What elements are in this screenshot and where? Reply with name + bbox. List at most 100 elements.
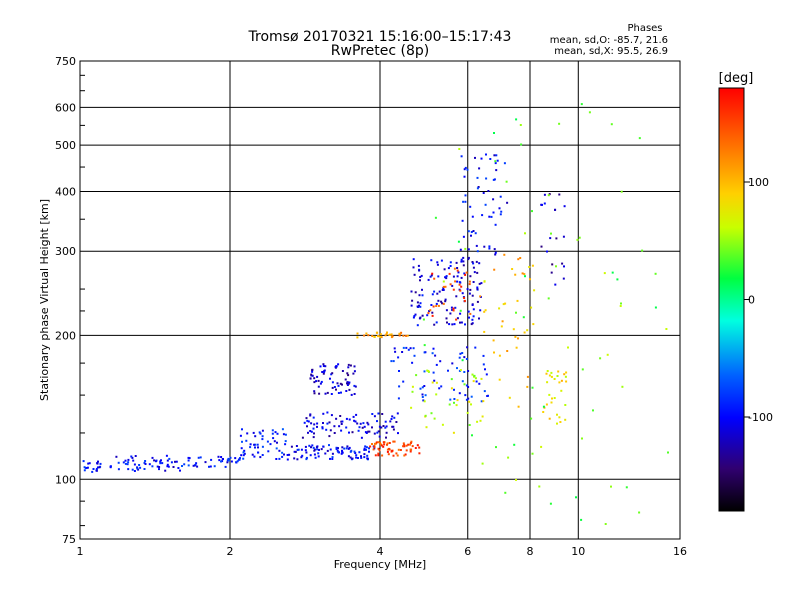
data-point (466, 411, 469, 414)
data-point (328, 421, 331, 424)
data-point (550, 371, 553, 374)
data-point (413, 273, 416, 276)
data-point (480, 282, 483, 285)
data-point (473, 271, 476, 274)
data-point (271, 432, 274, 435)
data-point (221, 460, 224, 463)
data-point (462, 264, 465, 267)
colorbar-tick-label: -100 (748, 411, 773, 424)
data-point (383, 443, 386, 446)
data-point (347, 374, 350, 377)
data-point (136, 466, 139, 469)
data-point (391, 415, 394, 418)
data-point (164, 469, 167, 472)
data-point (373, 415, 376, 418)
data-point (329, 457, 331, 460)
data-point (300, 448, 303, 451)
data-point (471, 215, 474, 218)
y-tick-label: 100 (55, 473, 76, 486)
data-point (222, 458, 224, 460)
data-point (384, 334, 387, 337)
data-point (430, 259, 433, 262)
data-point (345, 417, 348, 420)
data-point (220, 456, 223, 458)
data-point (261, 445, 264, 448)
data-point (515, 478, 517, 481)
data-point (418, 269, 421, 272)
data-point (86, 466, 89, 469)
data-point (433, 379, 436, 382)
data-point (281, 455, 284, 458)
colorbar-ticks: 100 0 -100 (744, 176, 773, 424)
data-point (321, 427, 324, 430)
data-point (132, 459, 135, 462)
data-point (161, 462, 164, 465)
data-point (500, 325, 503, 328)
data-point (391, 449, 394, 452)
data-point (360, 455, 362, 458)
data-point (372, 448, 375, 451)
data-point (310, 373, 313, 376)
data-point (515, 118, 518, 121)
data-point (459, 352, 462, 355)
data-point (393, 347, 396, 350)
data-point (523, 331, 526, 334)
data-point (326, 411, 329, 414)
data-point (347, 366, 350, 369)
data-point (304, 449, 307, 452)
data-point (378, 435, 381, 438)
data-point (386, 450, 389, 453)
data-point (478, 262, 481, 265)
data-point (296, 448, 299, 451)
data-point (472, 262, 475, 265)
data-point (419, 302, 422, 305)
data-point (378, 425, 381, 428)
data-point (208, 465, 210, 468)
data-point (379, 333, 382, 336)
data-point (474, 346, 477, 349)
data-point (390, 360, 393, 363)
data-point (458, 148, 461, 150)
data-point (363, 334, 366, 337)
data-point (179, 469, 181, 472)
data-point (542, 411, 545, 413)
data-point (548, 374, 551, 377)
data-point (124, 459, 127, 462)
data-point (471, 318, 474, 321)
data-point (318, 392, 321, 395)
data-point (461, 292, 464, 295)
data-point (441, 302, 444, 305)
data-point (358, 426, 361, 429)
data-point (136, 467, 139, 470)
data-point (316, 425, 318, 428)
data-point (464, 273, 467, 276)
data-point (341, 383, 343, 386)
data-point (183, 463, 186, 466)
data-point (519, 124, 522, 126)
data-point (346, 372, 349, 375)
data-point (457, 240, 460, 243)
data-point (403, 454, 406, 457)
data-point (447, 369, 449, 372)
colorbar (718, 87, 745, 512)
data-point (412, 316, 415, 319)
data-point (316, 422, 319, 425)
data-point (555, 237, 558, 240)
data-point (311, 374, 314, 377)
data-point (361, 426, 364, 429)
data-point (313, 392, 316, 395)
data-point (467, 258, 470, 261)
data-point (435, 363, 438, 366)
data-point (127, 461, 130, 464)
data-point (514, 273, 517, 276)
data-point (357, 429, 360, 432)
data-point (409, 450, 412, 453)
data-point (411, 361, 414, 364)
data-point (447, 267, 450, 270)
data-point (444, 298, 447, 301)
data-point (331, 452, 334, 455)
data-point (479, 309, 482, 312)
y-tick-label: 750 (55, 55, 76, 68)
data-point (549, 237, 552, 240)
data-point (437, 304, 440, 307)
